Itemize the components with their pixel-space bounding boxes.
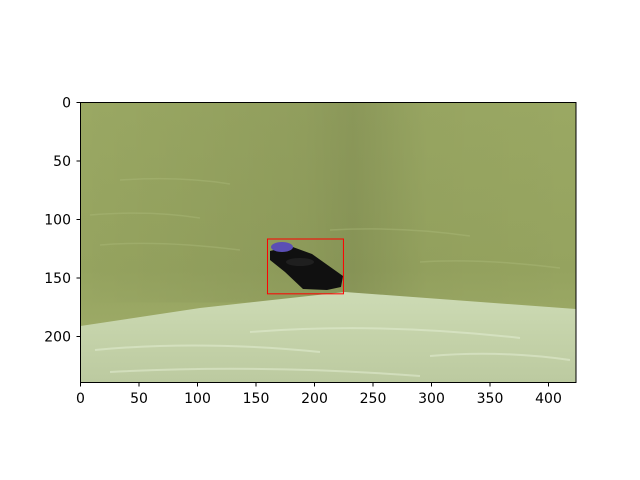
x-tick-label: 400 bbox=[535, 391, 562, 407]
x-tick-label: 200 bbox=[301, 391, 328, 407]
x-tick: 100 bbox=[184, 382, 211, 407]
floor-region bbox=[80, 292, 576, 383]
x-tick-label: 100 bbox=[184, 391, 211, 407]
y-tick: 150 bbox=[44, 271, 81, 287]
x-tick: 300 bbox=[418, 382, 445, 407]
y-tick-label: 100 bbox=[44, 213, 71, 229]
x-tick-label: 150 bbox=[243, 391, 270, 407]
y-tick-label: 50 bbox=[53, 154, 71, 170]
x-tick: 350 bbox=[477, 382, 504, 407]
y-tick: 100 bbox=[44, 213, 81, 229]
x-tick: 150 bbox=[243, 382, 270, 407]
bottle-object bbox=[270, 242, 343, 290]
bottle-cap bbox=[271, 242, 293, 252]
x-tick-label: 0 bbox=[76, 391, 85, 407]
y-tick-label: 150 bbox=[44, 271, 71, 287]
floor-texture bbox=[94, 327, 571, 377]
y-axis: 0 50 100 150 200 bbox=[44, 96, 81, 346]
y-tick-label: 200 bbox=[44, 330, 71, 346]
bounding-box bbox=[266, 238, 344, 295]
x-tick: 250 bbox=[360, 382, 387, 407]
x-tick: 400 bbox=[535, 382, 562, 407]
y-tick: 200 bbox=[44, 330, 81, 346]
x-tick-label: 250 bbox=[360, 391, 387, 407]
y-tick-label: 0 bbox=[62, 96, 71, 112]
x-tick: 200 bbox=[301, 382, 328, 407]
y-tick: 0 bbox=[62, 96, 81, 112]
x-tick-label: 300 bbox=[418, 391, 445, 407]
y-tick: 50 bbox=[53, 154, 81, 170]
x-tick-label: 350 bbox=[477, 391, 504, 407]
x-tick-label: 50 bbox=[130, 391, 148, 407]
wall-texture bbox=[89, 177, 561, 269]
x-axis: 0 50 100 150 200 250 300 350 bbox=[76, 382, 562, 407]
axes-frame bbox=[80, 102, 577, 383]
x-tick: 50 bbox=[130, 382, 148, 407]
x-tick: 0 bbox=[76, 382, 85, 407]
photo bbox=[80, 102, 576, 383]
